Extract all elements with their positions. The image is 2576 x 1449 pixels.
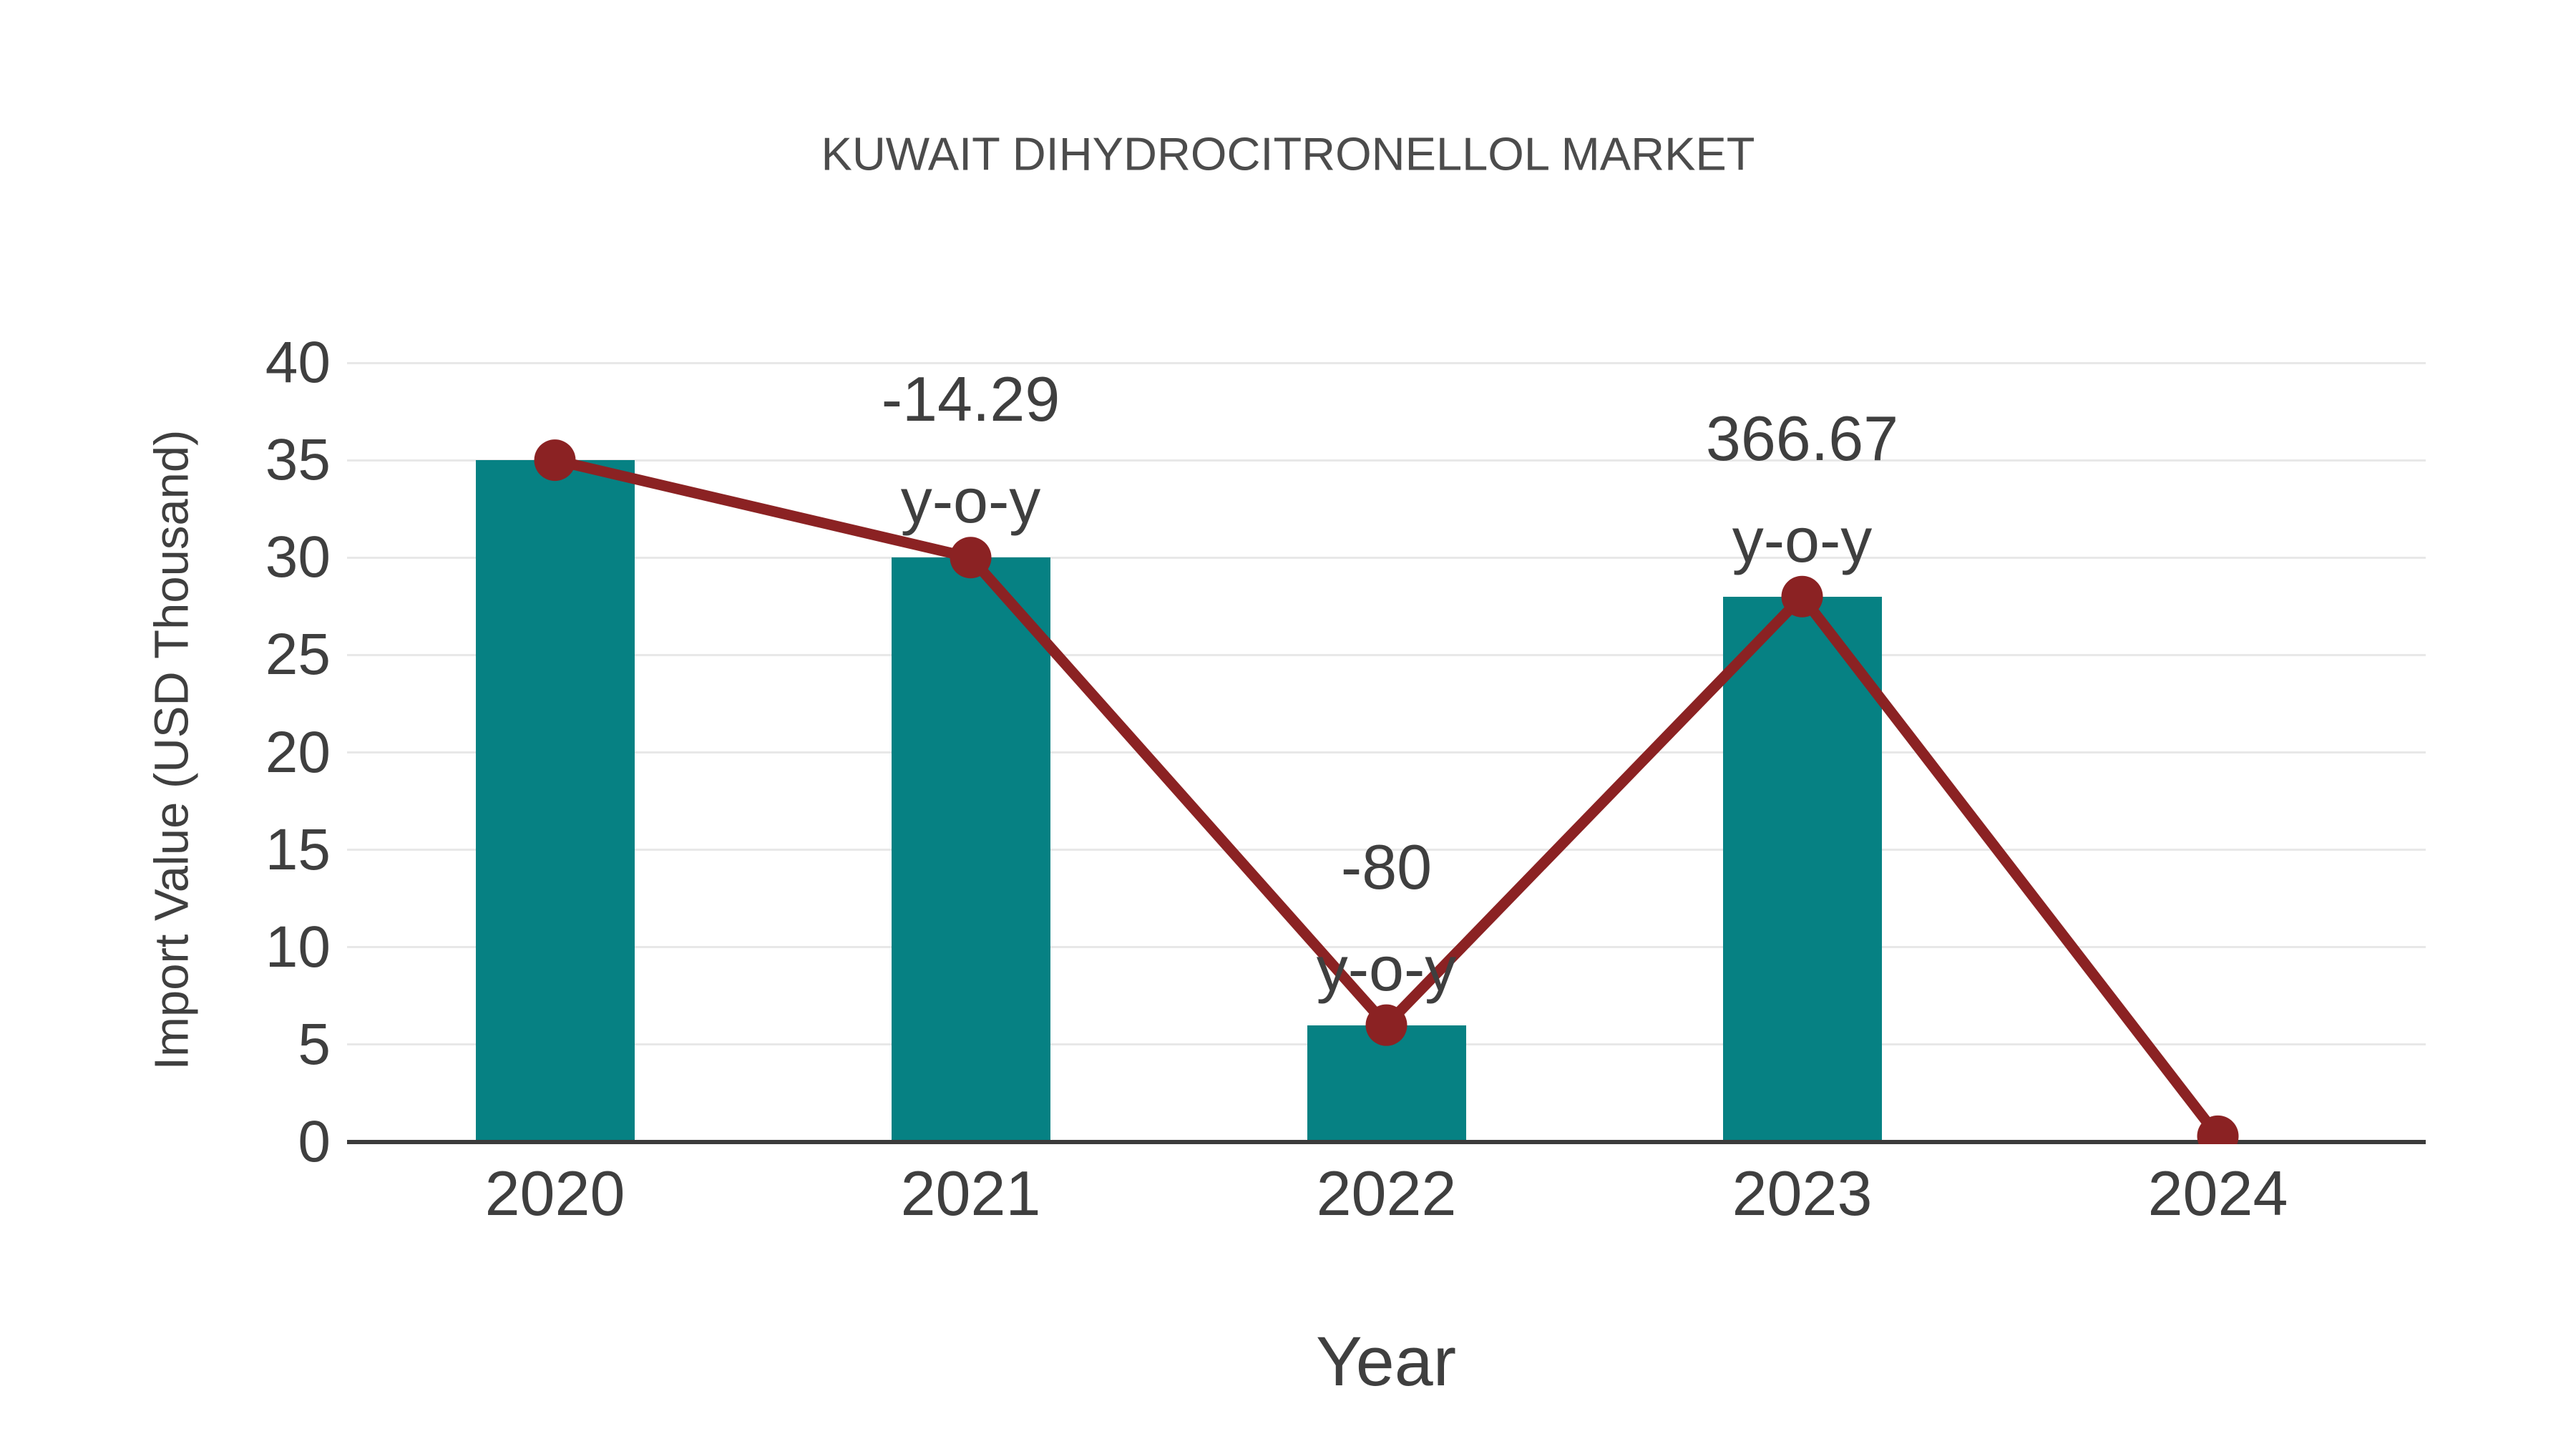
yoy-annotation-line: -80: [1340, 831, 1433, 902]
yoy-annotation-line: -14.29: [881, 364, 1060, 435]
y-tick-label: 35: [265, 427, 331, 493]
gridline: [347, 459, 2426, 462]
yoy-annotation-line: 366.67: [1705, 402, 1899, 474]
line-marker: [1365, 1004, 1407, 1046]
yoy-annotation-line: y-o-y: [1732, 504, 1873, 575]
gridline: [347, 653, 2426, 656]
bar: [475, 460, 635, 1142]
y-tick-label: 15: [265, 816, 331, 882]
x-tick-label: 2021: [900, 1158, 1041, 1229]
chart-title: KUWAIT DIHYDROCITRONELLOL MARKET: [821, 127, 1755, 180]
y-tick-label: 10: [265, 914, 331, 980]
gridline: [347, 751, 2426, 753]
gridline: [347, 361, 2426, 364]
y-tick-label: 25: [265, 622, 331, 688]
x-axis-line: [347, 1140, 2426, 1144]
x-axis-title: Year: [1316, 1322, 1456, 1400]
line-marker: [950, 537, 992, 579]
x-tick-label: 2023: [1732, 1158, 1873, 1229]
y-tick-label: 0: [298, 1109, 331, 1174]
yoy-annotation: -80 y-o-y: [1317, 816, 1457, 1020]
x-tick-label: 2020: [484, 1158, 625, 1229]
yoy-annotation-line: y-o-y: [1316, 932, 1457, 1004]
x-tick-label: 2024: [2147, 1158, 2288, 1229]
line-marker: [534, 439, 576, 482]
bar: [1722, 596, 1882, 1142]
y-tick-label: 20: [265, 719, 331, 785]
yoy-annotation: 366.67 y-o-y: [1706, 388, 1898, 591]
yoy-annotation: -14.29 y-o-y: [882, 348, 1060, 552]
line-marker: [2197, 1115, 2239, 1144]
line-marker: [1781, 575, 1823, 618]
yoy-annotation-line: y-o-y: [900, 465, 1041, 537]
bar: [891, 557, 1050, 1142]
gridline: [347, 849, 2426, 852]
y-tick-label: 40: [265, 330, 331, 395]
y-tick-label: 30: [265, 525, 331, 590]
x-tick-label: 2022: [1316, 1158, 1457, 1229]
gridline: [347, 556, 2426, 559]
y-tick-label: 5: [298, 1011, 331, 1077]
gridline: [347, 946, 2426, 949]
